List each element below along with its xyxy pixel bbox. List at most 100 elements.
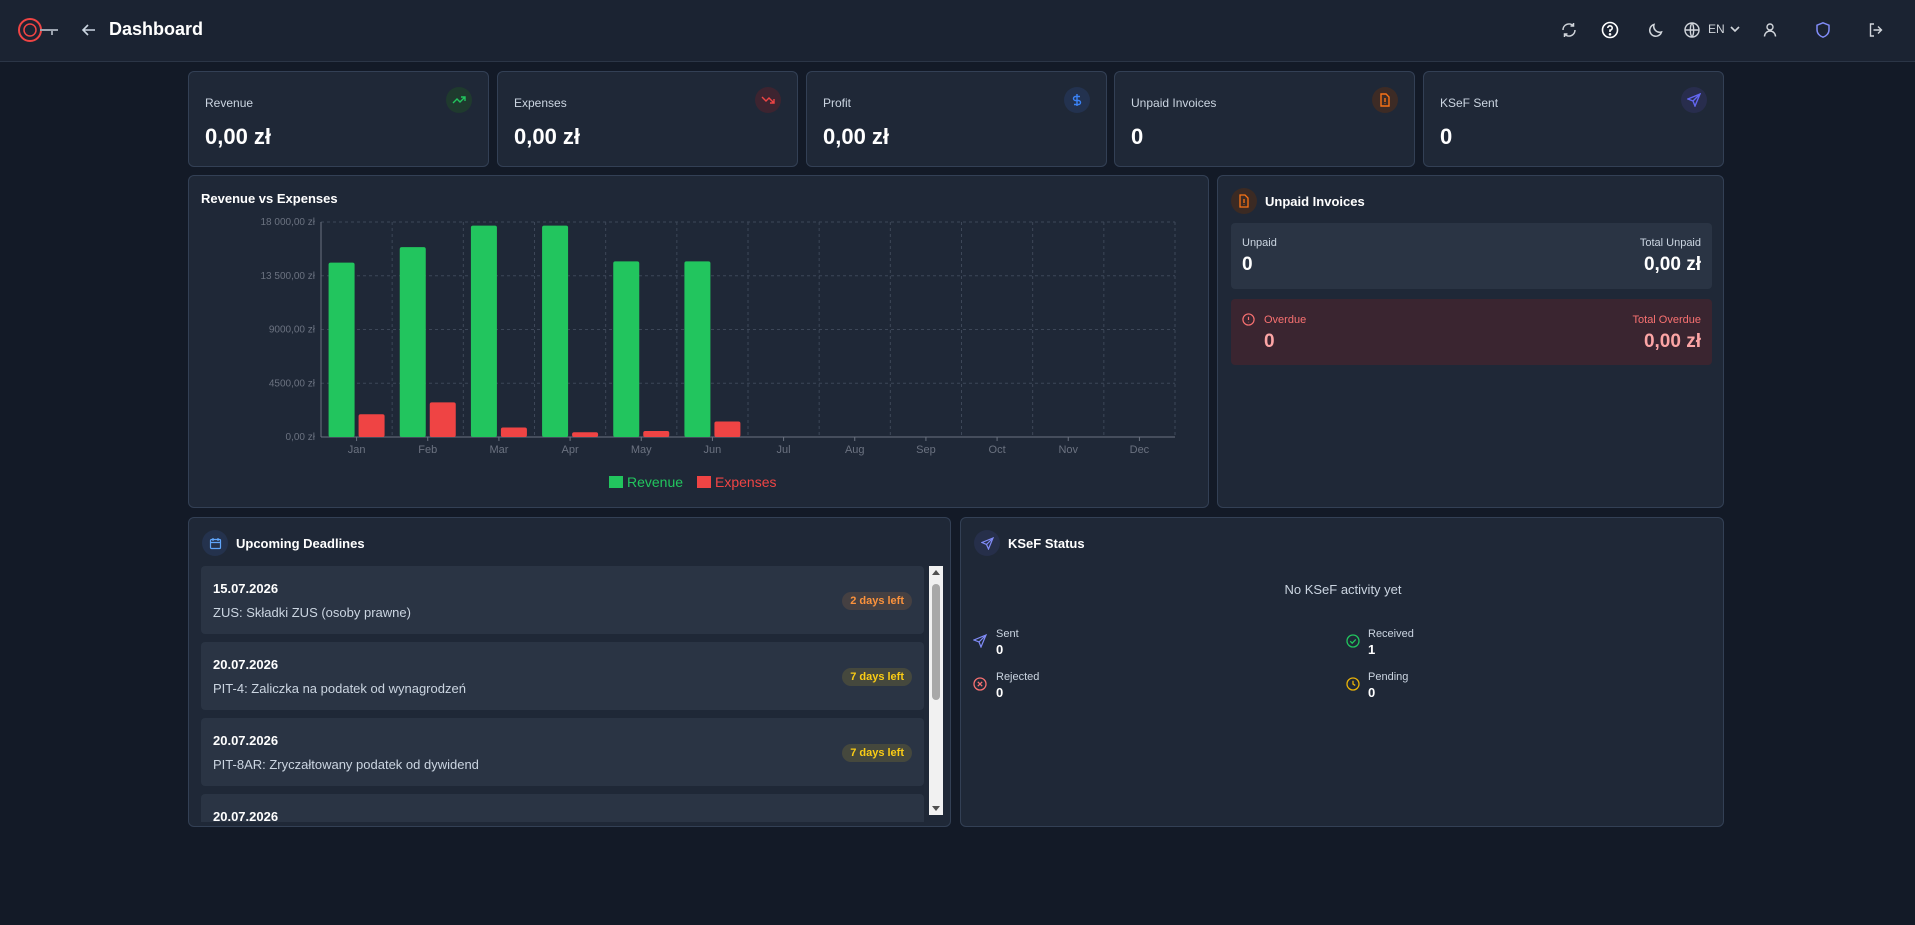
unpaid-summary: Unpaid 0 Total Unpaid 0,00 zł [1231,223,1712,289]
overdue-summary: Overdue 0 Total Overdue 0,00 zł [1231,299,1712,365]
deadline-date: 20.07.2026 [213,657,279,672]
ksef-pending-label: Pending [1368,671,1409,683]
revenue-expenses-panel: Revenue vs Expenses 0,00 zł 4500,00 zł 900… [188,175,1209,508]
invoice-icon [1372,87,1398,113]
legend-label: Expenses [715,474,776,490]
x-tick-label: Oct [989,444,1006,456]
stat-value: 0,00 zł [514,124,581,149]
stat-label: KSeF Sent [1440,96,1499,110]
total-overdue-label: Total Overdue [1632,314,1701,326]
ksef-status-panel: KSeF Status No KSeF activity yet Sent 0 … [960,517,1724,827]
stat-label: Profit [823,96,852,110]
y-tick-label: 18 000,00 zł [261,217,316,228]
logout-icon[interactable] [1867,21,1885,39]
revenue-bar [328,262,355,437]
total-overdue-value: 0,00 zł [1643,331,1701,352]
send-icon [973,634,987,648]
deadline-item[interactable]: 20.07.2026 PIT-4: Zaliczka na podatek od … [201,642,924,710]
ksef-received-value: 1 [1368,642,1376,657]
user-icon[interactable] [1761,21,1779,39]
deadline-date: 15.07.2026 [213,581,279,596]
x-tick-label: Feb [418,444,437,456]
legend-swatch [697,476,711,488]
expenses-bar [429,402,456,437]
deadline-item[interactable]: 20.07.2026 PIT-8AR: Zryczałtowany podatek… [201,718,924,786]
x-tick-label: Apr [562,444,579,456]
unpaid-invoices-panel: Unpaid Invoices Unpaid 0 Total Unpaid 0,… [1217,175,1724,508]
overdue-label: Overdue [1264,314,1307,326]
stat-value: 0,00 zł [205,124,272,149]
stat-label: Expenses [514,96,567,110]
language-selector[interactable]: EN [1708,22,1740,36]
y-tick-label: 4500,00 zł [269,378,316,389]
globe-icon[interactable] [1683,21,1701,39]
clock-icon [1346,677,1360,691]
scroll-up-arrow[interactable] [932,569,940,575]
x-circle-icon [973,677,987,691]
deadline-badge: 2 days left [842,592,912,610]
revenue-bar [470,225,497,437]
deadline-item[interactable]: 20.07.2026 [201,794,924,822]
revenue-bar [399,247,426,437]
send-icon [1681,87,1707,113]
trending-down-icon [755,87,781,113]
deadline-description: PIT-4: Zaliczka na podatek od wynagrodze… [213,681,466,696]
calendar-icon [202,530,228,556]
deadline-badge: 7 days left [842,668,912,686]
ksef-rejected-label: Rejected [996,671,1040,683]
trending-up-icon [446,87,472,113]
stat-card-unpaid-invoices: Unpaid Invoices 0 [1114,71,1415,167]
stat-card-expenses: Expenses 0,00 zł [497,71,798,167]
ksef-sent-value: 0 [996,642,1004,657]
deadlines-panel: Upcoming Deadlines 15.07.2026 ZUS: Składk… [188,517,951,827]
ksef-empty-text: No KSeF activity yet [1284,582,1402,597]
dollar-icon [1064,87,1090,113]
shield-icon[interactable] [1814,21,1832,39]
x-tick-label: Jul [777,444,791,456]
x-tick-label: Sep [916,444,936,456]
deadlines-title: Upcoming Deadlines [236,536,365,551]
help-icon[interactable] [1601,21,1619,39]
chevron-down-icon [1730,26,1740,33]
language-label: EN [1708,22,1725,36]
x-tick-label: Mar [489,444,508,456]
send-icon [974,530,1000,556]
stat-value: 0,00 zł [823,124,890,149]
alert-circle-icon [1242,313,1255,326]
x-tick-label: Nov [1058,444,1078,456]
scroll-down-arrow[interactable] [932,806,940,812]
y-tick-label: 0,00 zł [286,432,316,443]
ksef-rejected-value: 0 [996,685,1004,700]
stat-label: Revenue [205,96,254,110]
refresh-icon[interactable] [1560,21,1578,39]
legend-swatch [609,476,623,488]
deadlines-scrollbar[interactable] [929,566,943,815]
deadline-date: 20.07.2026 [213,809,279,822]
stat-card-profit: Profit 0,00 zł [806,71,1107,167]
x-tick-label: Aug [845,444,865,456]
expenses-bar [643,431,670,437]
page-title: Dashboard [109,19,204,39]
expenses-bar [572,432,599,437]
ksef-received-label: Received [1368,628,1414,640]
ksef-title: KSeF Status [1008,536,1085,551]
stat-value: 0 [1440,124,1453,149]
moon-icon[interactable] [1647,21,1665,39]
top-bar: Dashboard EN [0,0,1915,62]
back-arrow-icon[interactable] [80,21,98,39]
unpaid-value: 0 [1242,254,1253,275]
expenses-bar [500,427,527,437]
invoice-icon [1231,188,1257,214]
chart-title: Revenue vs Expenses [201,191,338,206]
revenue-bar [684,261,711,437]
expenses-bar [358,414,385,437]
ksef-sent-label: Sent [996,628,1019,640]
deadline-item[interactable]: 15.07.2026 ZUS: Składki ZUS (osoby prawne… [201,566,924,634]
total-unpaid-label: Total Unpaid [1639,237,1701,249]
deadline-badge: 7 days left [842,744,912,762]
scroll-thumb[interactable] [932,584,940,700]
stat-card-revenue: Revenue 0,00 zł [188,71,489,167]
app-logo[interactable] [14,15,60,45]
deadlines-list[interactable]: 15.07.2026 ZUS: Składki ZUS (osoby prawne… [201,566,929,822]
check-circle-icon [1346,634,1360,648]
